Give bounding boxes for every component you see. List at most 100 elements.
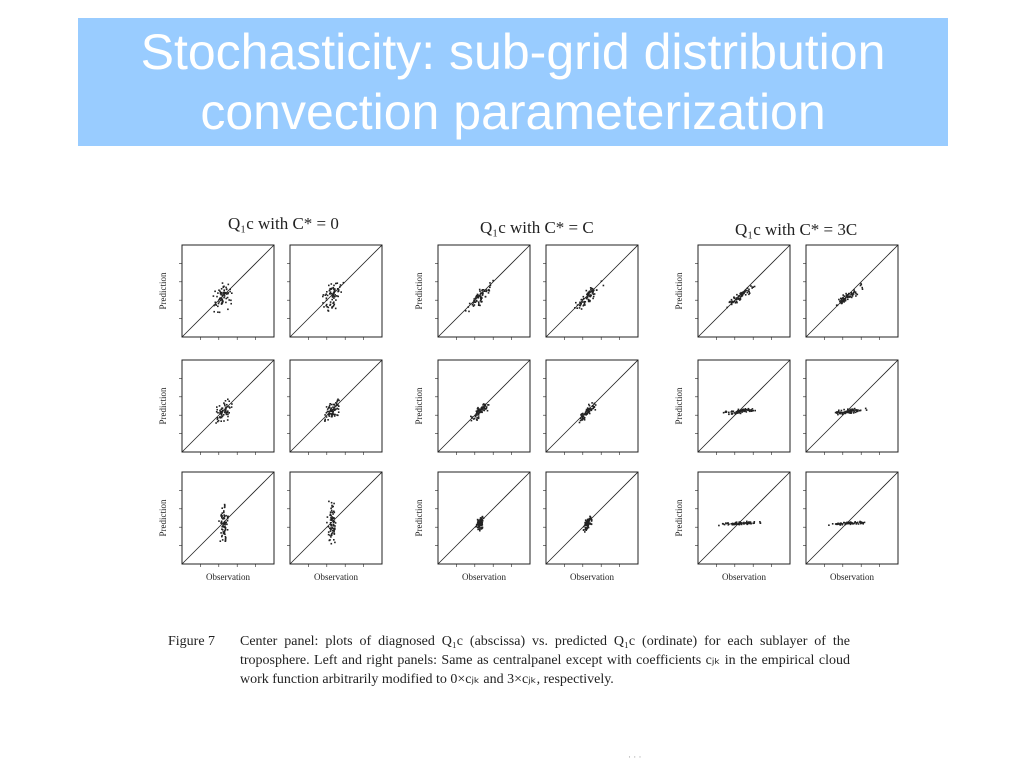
scatter-point <box>585 297 587 299</box>
scatter-point <box>224 538 227 540</box>
scatter-point <box>223 531 226 533</box>
scatter-point <box>478 521 481 524</box>
scatter-point <box>736 301 738 304</box>
scatter-point <box>332 295 334 298</box>
scatter-point <box>480 519 483 522</box>
scatter-point <box>740 522 742 525</box>
scatter-point <box>835 304 838 306</box>
scatter-point <box>328 406 330 409</box>
scatter-point <box>331 287 333 290</box>
scatter-point <box>336 414 338 416</box>
scatter-point <box>739 410 742 413</box>
scatter-point <box>748 290 750 293</box>
scatter-point <box>588 411 590 414</box>
scatter-point <box>215 411 218 413</box>
scatter-point <box>219 292 222 295</box>
scatter-point <box>591 288 594 290</box>
scatter-point <box>586 413 588 415</box>
scatter-point <box>748 522 750 525</box>
scatter-point <box>748 408 750 411</box>
scatter-point <box>477 304 480 306</box>
scatter-point <box>329 513 332 515</box>
scatter-point <box>854 411 857 414</box>
scatter-point <box>223 514 225 516</box>
scatter-point <box>749 521 752 523</box>
scatter-point <box>844 300 847 302</box>
scatter-point <box>329 291 332 293</box>
scatter-point <box>584 304 586 306</box>
scatter-point <box>735 297 738 300</box>
scatter-point <box>325 406 328 408</box>
scatter-point <box>847 298 849 301</box>
scatter-point <box>325 416 328 418</box>
scatter-point <box>226 529 229 531</box>
scatter-point <box>842 294 844 296</box>
scatter-point <box>330 407 332 410</box>
scatter-point <box>337 295 339 298</box>
scatter-point <box>857 523 860 525</box>
scatter-point <box>587 412 589 414</box>
scatter-point <box>224 533 226 535</box>
scatter-point <box>216 420 219 423</box>
scatter-point <box>741 409 743 411</box>
scatter-point <box>331 306 333 308</box>
scatter-point <box>752 522 754 525</box>
scatter-point <box>221 525 223 528</box>
scatter-point <box>475 525 478 527</box>
scatter-point <box>336 295 338 297</box>
scatter-point <box>217 412 219 414</box>
scatter-point <box>479 294 481 297</box>
scatter-point <box>588 410 591 413</box>
scatter-point <box>336 407 338 410</box>
scatter-point <box>219 409 221 412</box>
scatter-point <box>325 412 328 414</box>
scatter-point <box>584 531 586 533</box>
scatter-point <box>228 299 230 301</box>
scatter-point <box>753 522 755 524</box>
scatter-point <box>751 408 754 410</box>
scatter-point <box>839 411 842 414</box>
scatter-point <box>586 522 588 524</box>
scatter-point <box>864 407 867 410</box>
scatter-point <box>480 408 482 411</box>
scatter-point <box>329 530 332 532</box>
scatter-point <box>334 409 336 411</box>
scatter-point <box>330 517 332 519</box>
scatter-point <box>587 408 589 410</box>
scatter-point <box>223 295 226 297</box>
scatter-panel-frame <box>437 244 531 338</box>
scatter-point <box>339 284 342 286</box>
scatter-point <box>219 540 222 542</box>
scatter-point <box>487 404 489 406</box>
scatter-point <box>580 302 582 305</box>
scatter-point <box>220 420 222 422</box>
scatter-point <box>220 521 223 524</box>
scatter-point <box>324 414 326 416</box>
scatter-point <box>332 294 334 296</box>
scatter-point <box>746 289 748 292</box>
scatter-point <box>329 522 332 524</box>
scatter-point <box>724 411 727 413</box>
scatter-point <box>735 412 738 414</box>
scatter-point <box>220 303 223 305</box>
scatter-panel-frame <box>181 359 275 453</box>
scatter-point <box>850 296 853 299</box>
scatter-point <box>841 413 844 416</box>
scatter-point <box>221 535 223 538</box>
scatter-point <box>220 408 222 411</box>
scatter-point <box>737 295 740 298</box>
scatter-point <box>335 403 338 405</box>
scatter-point <box>841 523 843 526</box>
scatter-point <box>221 294 224 297</box>
scatter-point <box>579 419 582 422</box>
scatter-point <box>478 288 481 291</box>
scatter-point <box>853 409 855 411</box>
scatter-point <box>849 523 852 525</box>
scatter-point <box>846 410 848 413</box>
scatter-point <box>733 300 736 303</box>
scatter-point <box>593 289 595 292</box>
scatter-point <box>333 533 336 535</box>
scatter-panel-frame <box>181 244 275 338</box>
one-to-one-line <box>437 359 531 453</box>
scatter-point <box>484 405 486 408</box>
